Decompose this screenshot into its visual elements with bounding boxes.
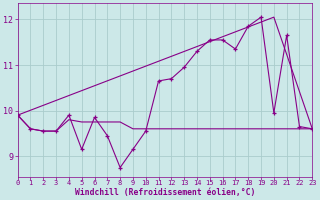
X-axis label: Windchill (Refroidissement éolien,°C): Windchill (Refroidissement éolien,°C) <box>75 188 255 197</box>
